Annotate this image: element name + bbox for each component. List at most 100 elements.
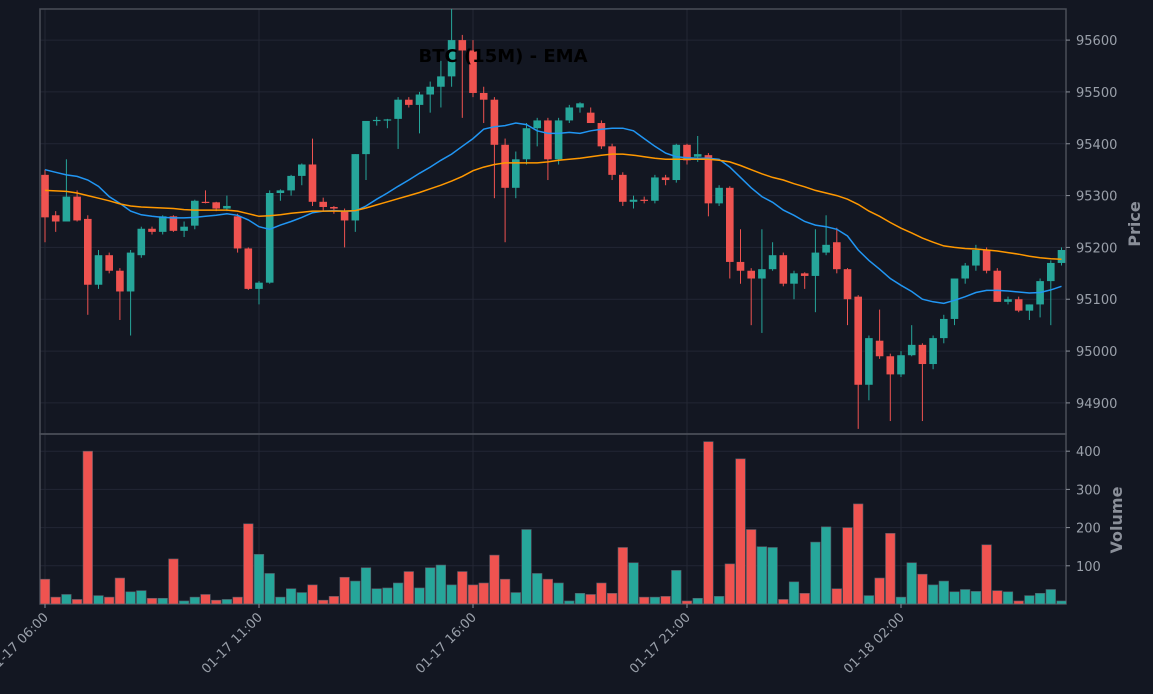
price-tick-label: 95600 — [1076, 34, 1117, 49]
volume-bar — [307, 584, 318, 605]
candle-body — [362, 120, 370, 155]
candle-body — [608, 146, 616, 175]
candle-body — [372, 119, 381, 122]
candle-body — [287, 175, 295, 191]
candle-body — [800, 273, 809, 276]
volume-bar — [831, 588, 842, 605]
volume-bar — [724, 563, 735, 605]
volume-bar — [221, 599, 233, 605]
ema-short-line — [44, 122, 1062, 305]
volume-bar — [296, 592, 307, 605]
candle-body — [790, 273, 798, 284]
volume-bar — [906, 562, 917, 605]
volume-bar — [403, 571, 414, 605]
candle-body — [116, 270, 124, 292]
price-tick-label: 95100 — [1076, 293, 1117, 308]
volume-bar — [179, 600, 190, 605]
price-tick-label: 95000 — [1076, 345, 1117, 360]
volume-bar — [371, 588, 382, 605]
volume-bar — [157, 597, 168, 605]
volume-bar — [606, 593, 618, 605]
candle-body — [244, 248, 253, 289]
volume-bar — [521, 529, 532, 605]
candle-body — [1004, 299, 1012, 302]
volume-bar — [275, 596, 286, 605]
volume-bar — [478, 582, 489, 605]
candle-body — [62, 196, 71, 222]
volume-bar — [639, 596, 650, 605]
volume-bar — [61, 594, 72, 605]
price-tick-label: 95500 — [1076, 86, 1117, 101]
candle-body — [940, 318, 948, 339]
candle-body — [169, 216, 178, 231]
candle-body — [41, 174, 49, 218]
volume-bar — [82, 450, 93, 605]
volume-bars — [39, 441, 1067, 605]
candle-body — [661, 177, 670, 181]
volume-bar — [564, 600, 575, 605]
candle-body — [437, 76, 445, 87]
candle-body — [683, 144, 691, 161]
volume-bar — [617, 547, 628, 605]
candle-body — [586, 112, 595, 124]
candle-body — [469, 50, 477, 93]
volume-bar — [574, 593, 586, 605]
volume-axis-title: Volume — [1107, 486, 1126, 553]
volume-bar — [895, 596, 907, 605]
candle-body — [950, 278, 959, 319]
candle-body — [1014, 299, 1023, 311]
candle-body — [982, 250, 991, 271]
candle-body — [340, 211, 349, 221]
volume-bar — [93, 595, 104, 605]
candle-body — [907, 344, 916, 356]
volume-bar — [628, 562, 639, 605]
price-gridlines — [40, 9, 1066, 434]
candle-body — [212, 202, 220, 209]
volume-bar — [960, 589, 971, 605]
candle-body — [726, 187, 734, 262]
volume-bar — [211, 599, 222, 605]
price-tick-label: 94900 — [1076, 397, 1117, 412]
volume-bar — [842, 527, 853, 605]
volume-bar — [992, 590, 1003, 605]
candle-body — [779, 255, 788, 284]
volume-bar — [820, 526, 832, 605]
candle-body — [351, 154, 360, 221]
price-tick-label: 95200 — [1076, 241, 1117, 256]
volume-bar — [232, 596, 243, 605]
volume-bar — [125, 591, 136, 605]
volume-bar — [810, 541, 821, 605]
candle-body — [191, 200, 199, 226]
candle-body — [415, 94, 424, 105]
candle-body — [490, 99, 499, 145]
candle-body — [201, 201, 210, 204]
ema-long-line — [44, 153, 1062, 261]
candle-body — [319, 201, 327, 207]
price-tick-labels: 94900 95000 95100 95200 95300 95400 95500 95600 — [1066, 34, 1117, 412]
candle-body — [1057, 250, 1066, 263]
volume-bar — [778, 599, 789, 605]
volume-bar — [703, 441, 714, 605]
candle-body — [693, 154, 702, 157]
candle-body — [137, 228, 146, 256]
volume-bar — [328, 596, 340, 605]
volume-bar — [756, 546, 767, 605]
candle-body — [126, 252, 135, 292]
candle-body — [619, 174, 627, 202]
volume-bar — [735, 458, 746, 605]
ema-lines — [44, 122, 1062, 305]
volume-bar — [114, 577, 125, 605]
volume-bar — [510, 592, 521, 605]
volume-bar — [50, 596, 61, 605]
volume-bar — [457, 571, 468, 605]
candle-body — [854, 296, 862, 385]
candle-body — [886, 356, 895, 375]
volume-bar — [350, 580, 361, 605]
candle-body — [651, 177, 659, 201]
candle-body — [833, 242, 841, 270]
candle-body — [405, 99, 413, 105]
candle-body — [993, 270, 1002, 302]
volume-bar — [264, 573, 275, 605]
volume-bar — [1045, 589, 1056, 605]
